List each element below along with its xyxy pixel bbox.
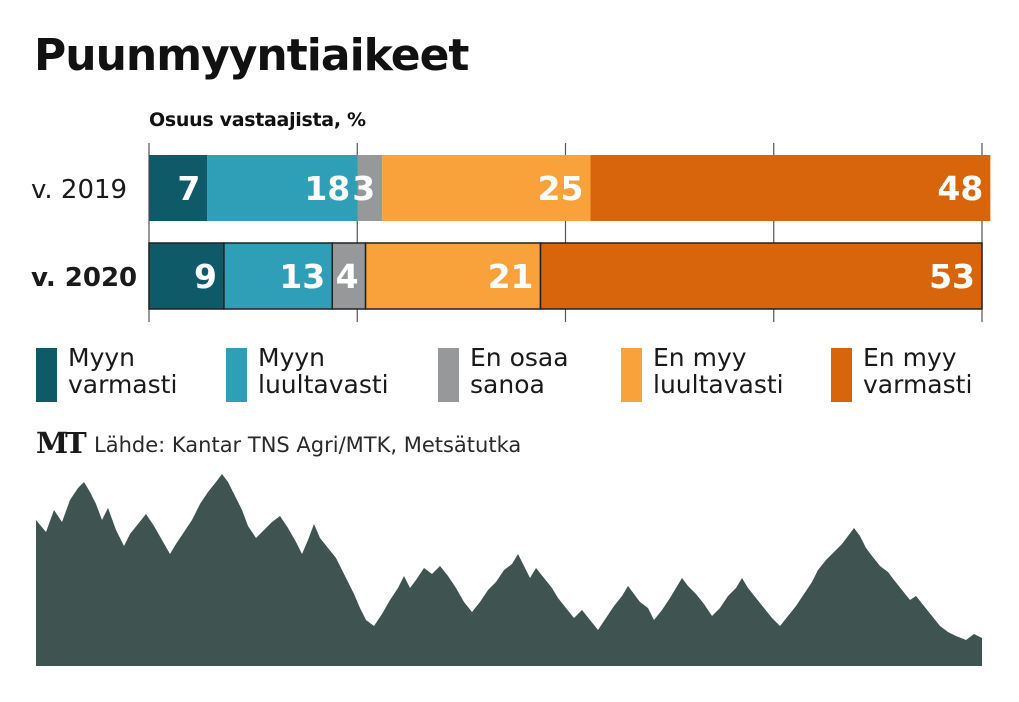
data-label: 48 — [937, 169, 983, 208]
bar-segment — [223, 242, 334, 310]
bar-segment — [148, 242, 225, 310]
data-label: 53 — [929, 257, 975, 296]
legend-swatch — [226, 348, 247, 402]
data-label: 21 — [488, 257, 534, 296]
legend-swatch — [36, 348, 57, 402]
category-labels: v. 2019 v. 2020 — [31, 175, 137, 293]
bar-segment — [207, 155, 358, 221]
legend-label: En osaa sanoa — [470, 343, 569, 399]
legend-swatch — [831, 348, 852, 402]
bar-segment — [590, 155, 991, 221]
legend-label: Myyn luultavasti — [258, 343, 389, 399]
data-label: 9 — [194, 257, 217, 296]
legend: Myyn varmasti Myyn luultavasti En osaa san… — [36, 344, 996, 408]
data-label: 3 — [352, 169, 375, 208]
data-label: 25 — [538, 169, 584, 208]
data-label: 13 — [279, 257, 325, 296]
bar-segment — [364, 242, 542, 310]
bars: 7 18 3 25 48 9 13 4 21 53 — [148, 155, 991, 310]
legend-label: Myyn varmasti — [68, 343, 178, 399]
legend-swatch — [621, 348, 642, 402]
data-label: 18 — [304, 169, 350, 208]
bar-segment — [539, 242, 983, 310]
chart-subtitle: Osuus vastaajista, % — [149, 109, 366, 131]
bar-segment — [382, 155, 591, 221]
data-label: 7 — [177, 169, 200, 208]
category-label: v. 2019 — [31, 175, 127, 205]
legend-label: En myy varmasti — [863, 343, 973, 399]
forest-path — [36, 474, 982, 666]
bar-segment — [357, 155, 383, 221]
bar-segment — [149, 155, 208, 221]
legend-label: En myy luultavasti — [653, 343, 784, 399]
forest-silhouette-illustration — [36, 474, 982, 666]
data-label: 4 — [336, 257, 359, 296]
chart-title: Puunmyyntiaikeet — [34, 30, 469, 81]
stacked-bar-chart: 7 18 3 25 48 9 13 4 21 53 v. 2019 v. 2020 — [31, 143, 991, 322]
mt-logo: MT — [36, 426, 87, 460]
legend-swatch — [438, 348, 459, 402]
bar-segment — [331, 242, 367, 310]
source-text: Lähde: Kantar TNS Agri/MTK, Metsätutka — [94, 433, 522, 457]
category-label: v. 2020 — [31, 263, 137, 293]
